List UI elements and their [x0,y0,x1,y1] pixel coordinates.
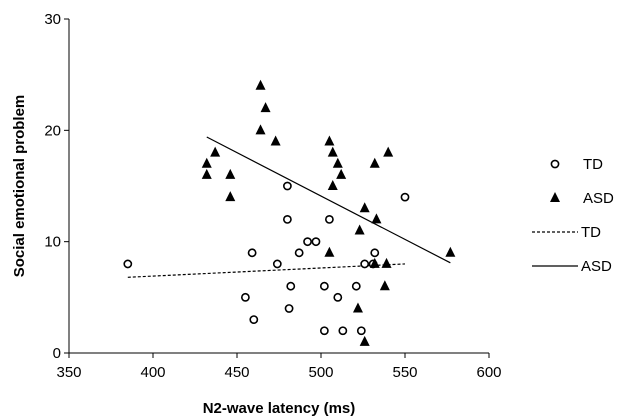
point-td [324,214,334,224]
point-asd [445,246,456,257]
point-td [351,281,361,291]
point-asd [354,224,365,235]
x-tick-label: 550 [392,364,417,381]
point-asd [379,280,390,291]
point-asd [369,157,380,168]
x-tick-label: 400 [140,364,165,381]
point-asd [381,257,392,268]
point-asd [201,157,212,168]
point-td [333,292,343,302]
point-td [249,315,259,324]
trendline-asd [206,136,451,264]
point-td [247,248,257,258]
point-asd [359,335,370,346]
tick-labels: 350 400 450 500 550 600 0 10 20 30 [44,11,501,381]
point-td [284,304,294,313]
point-td [286,281,296,291]
point-asd [324,246,335,257]
point-td [282,181,292,191]
point-asd [324,135,335,146]
legend-label-td: TD [583,156,603,173]
trendlines [127,136,451,278]
x-tick-label: 500 [308,364,333,381]
legend: TD ASD TD ASD [532,156,614,275]
axes [64,18,490,358]
point-asd [327,180,338,190]
point-td [240,292,250,302]
point-asd [260,102,271,113]
legend-label-td: TD [581,224,601,241]
y-axis-title: Social emotional problem [11,95,28,278]
legend-symbol-asd [550,192,560,202]
point-asd [225,168,236,179]
point-td [282,214,292,224]
point-td [356,326,366,336]
x-tick-label: 450 [224,364,249,381]
point-asd [369,257,380,268]
y-tick-label: 0 [53,345,61,362]
y-tick-label: 20 [44,122,61,139]
y-tick-label: 10 [44,234,61,251]
point-td [360,259,370,269]
point-td [123,259,133,269]
legend-symbol-td [550,159,560,169]
point-asd [201,168,212,179]
point-td [370,248,380,258]
point-asd [255,124,266,135]
point-asd [225,191,236,202]
legend-label-asd: ASD [583,190,614,207]
point-asd [332,157,343,168]
point-asd [359,202,370,213]
point-td [338,326,348,336]
point-td [319,326,329,336]
point-asd [255,79,266,90]
point-asd [210,146,221,157]
point-td [272,259,282,269]
point-td [303,237,312,247]
point-asd [383,146,394,157]
point-asd [327,146,338,157]
point-td [294,248,304,258]
y-tick-label: 30 [44,11,61,28]
legend-label-asd: ASD [581,258,612,275]
point-td [311,237,321,247]
point-asd [270,135,281,146]
point-asd [352,302,363,313]
x-tick-label: 350 [56,364,81,381]
point-td [319,281,329,291]
point-td [400,192,410,202]
x-tick-label: 600 [476,364,501,381]
data-points [123,79,456,346]
trendline-td [127,263,406,278]
point-asd [371,213,382,224]
point-asd [336,168,347,179]
x-axis-title: N2-wave latency (ms) [203,400,356,417]
